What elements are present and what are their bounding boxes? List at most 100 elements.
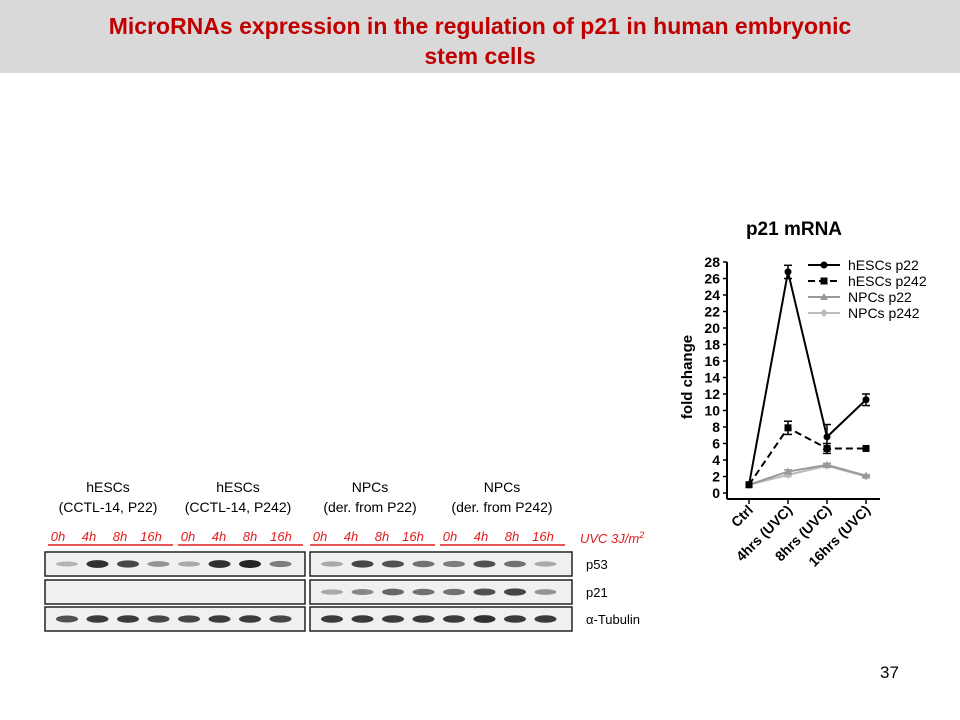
chart-series (745, 420, 870, 489)
blot-band (351, 560, 374, 568)
blot-band (351, 615, 374, 623)
blot-group-name: hESCs (86, 479, 130, 495)
blot-band (56, 561, 78, 567)
uvc-dose-text: UVC 3J/m (580, 531, 639, 546)
blot-group-detail: (der. from P22) (323, 499, 416, 515)
blot-band (504, 588, 526, 596)
legend-marker (820, 277, 828, 285)
timepoint-label: 8h (243, 529, 257, 544)
blot-band (534, 615, 557, 623)
blot-panel-right (309, 579, 573, 605)
y-tick-label: 8 (712, 419, 720, 435)
legend-label: hESCs p242 (848, 273, 927, 289)
chart-series (745, 461, 870, 489)
x-tick-label: Ctrl (728, 502, 756, 530)
data-point (784, 467, 792, 475)
y-tick-label: 6 (712, 436, 720, 452)
blot-band (117, 560, 139, 568)
blot-band (473, 560, 496, 568)
title-line-1: MicroRNAs expression in the regulation o… (108, 13, 852, 39)
chart-title: p21 mRNA (746, 219, 842, 240)
p21-mrna-chart: p21 mRNA fold change 0246810121416182022… (679, 219, 927, 570)
y-tick-label: 26 (704, 271, 720, 287)
blot-band (321, 589, 343, 595)
blot-band (382, 560, 404, 568)
timepoint-label: 0h (443, 529, 457, 544)
legend-marker (820, 293, 828, 300)
series-line (748, 463, 867, 486)
blot-panel-left (44, 551, 306, 577)
timepoint-label: 8h (113, 529, 127, 544)
series-line (748, 426, 866, 486)
blot-group-detail: (CCTL-14, P242) (185, 499, 292, 515)
y-tick-label: 2 (712, 469, 720, 485)
blot-band (412, 615, 435, 623)
timepoint-label: 4h (344, 529, 358, 544)
blot-band (473, 615, 496, 623)
timepoint-label: 4h (474, 529, 488, 544)
legend-label: NPCs p22 (848, 289, 912, 305)
blot-panel-left (44, 606, 306, 632)
chart-series (745, 460, 870, 488)
blot-panel-left (44, 579, 306, 605)
blot-band (473, 588, 496, 596)
blot-timepoint-row: 0h 4h 8h 16h 0h 4h 8h 16h 0h 4h 8h 16h 0h 4h 8h 16h (48, 529, 565, 546)
blot-band (178, 615, 200, 623)
blot-row-label: α-Tubulin (586, 612, 640, 627)
blot-band (86, 615, 109, 623)
blot-group-name: NPCs (484, 479, 521, 495)
blot-band (208, 615, 231, 623)
page-number: 37 (880, 663, 899, 682)
timepoint-label: 4h (82, 529, 96, 544)
y-tick-label: 10 (704, 403, 720, 419)
data-point (784, 424, 792, 432)
uvc-dose-label: UVC 3J/m2 (580, 530, 644, 546)
blot-group-detail: (CCTL-14, P22) (59, 499, 158, 515)
data-point (862, 471, 870, 479)
timepoint-label: 16h (270, 529, 292, 544)
chart-y-axis-label: fold change (679, 335, 696, 419)
blot-band (534, 561, 557, 567)
blot-panel-right (309, 606, 573, 632)
timepoint-label: 16h (402, 529, 424, 544)
blot-row-label: p21 (586, 585, 608, 600)
blot-band (208, 560, 231, 568)
blot-row-label: p53 (586, 557, 608, 572)
blot-band (412, 588, 435, 596)
blot-band (86, 560, 109, 568)
timepoint-label: 16h (532, 529, 554, 544)
data-point (823, 433, 831, 441)
blot-row-labels: p53 p21 α-Tubulin (586, 557, 640, 627)
blot-group-detail: (der. from P242) (451, 499, 552, 515)
blot-band (269, 560, 292, 568)
timepoint-label: 0h (51, 529, 65, 544)
blot-band (382, 588, 404, 596)
blot-band (147, 561, 170, 567)
legend-marker (820, 309, 828, 317)
y-tick-label: 24 (704, 287, 720, 303)
blot-band (412, 560, 435, 568)
blot-band (178, 561, 200, 567)
blot-band (443, 560, 465, 568)
data-point (862, 444, 870, 452)
chart-series-group (745, 264, 870, 489)
timepoint-label: 4h (212, 529, 226, 544)
y-tick-label: 14 (704, 370, 720, 386)
blot-band (504, 615, 526, 623)
blot-band (504, 560, 526, 568)
blot-band (443, 588, 465, 596)
blot-band (239, 615, 261, 623)
blot-group-name: NPCs (352, 479, 389, 495)
blot-panel-right (309, 551, 573, 577)
y-tick-label: 16 (704, 353, 720, 369)
series-line (748, 271, 867, 485)
blot-band (239, 560, 261, 568)
blot-group-name: hESCs (216, 479, 260, 495)
y-tick-label: 12 (704, 386, 720, 402)
timepoint-label: 16h (140, 529, 162, 544)
blot-band (534, 589, 557, 595)
blot-panels (44, 551, 573, 632)
blot-band (321, 615, 343, 623)
chart-series (745, 264, 870, 489)
blot-band (147, 615, 170, 623)
